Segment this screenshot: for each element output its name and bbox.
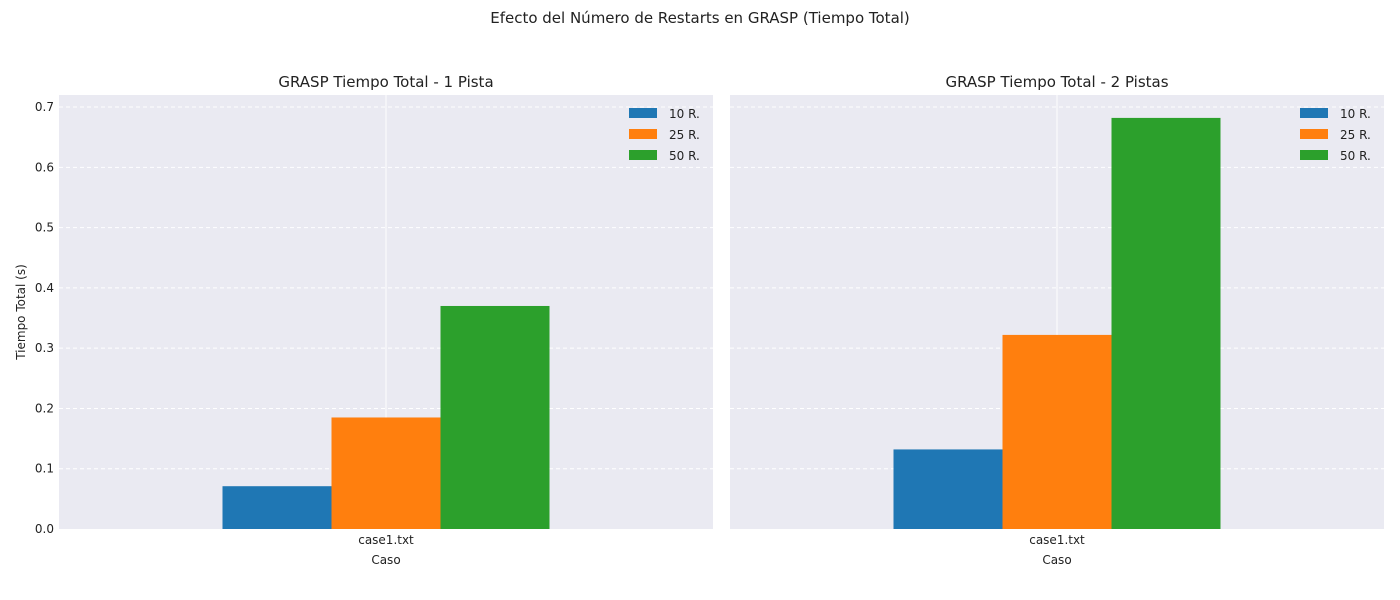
legend-swatch: [629, 108, 657, 118]
legend-label: 10 R.: [1340, 107, 1371, 121]
chart-title: GRASP Tiempo Total - 2 Pistas: [945, 73, 1168, 91]
legend-swatch: [1300, 129, 1328, 139]
x-axis-label: Caso: [371, 553, 400, 567]
y-tick-label: 0.3: [35, 341, 54, 355]
y-axis-label: Tiempo Total (s): [14, 264, 28, 361]
legend-label: 50 R.: [1340, 149, 1371, 163]
bar-10-r-case1-txt: [893, 449, 1003, 529]
bar-50-r-case1-txt: [1111, 117, 1221, 530]
legend-label: 25 R.: [669, 128, 700, 142]
legend-label: 50 R.: [669, 149, 700, 163]
legend-label: 25 R.: [1340, 128, 1371, 142]
y-tick-label: 0.5: [35, 221, 54, 235]
figure-title: Efecto del Número de Restarts en GRASP (…: [490, 9, 910, 27]
bar-25-r-case1-txt: [1002, 334, 1112, 529]
y-tick-label: 0.0: [35, 522, 54, 536]
legend-swatch: [629, 129, 657, 139]
bar-50-r-case1-txt: [440, 305, 550, 529]
y-tick-label: 0.4: [35, 281, 54, 295]
y-tick-label: 0.1: [35, 462, 54, 476]
bar-10-r-case1-txt: [222, 486, 332, 529]
y-tick-label: 0.6: [35, 160, 54, 174]
legend-label: 10 R.: [669, 107, 700, 121]
x-tick-label: case1.txt: [1029, 533, 1085, 547]
x-tick-label: case1.txt: [358, 533, 414, 547]
legend-swatch: [1300, 108, 1328, 118]
chart-panel-1: case1.txt 0.0 0.1 0.2 0.3 0.4 0.5 0.6 0.7 GRASP T…: [14, 73, 713, 567]
bar-25-r-case1-txt: [331, 417, 441, 529]
y-tick-label: 0.2: [35, 401, 54, 415]
x-axis-label: Caso: [1042, 553, 1071, 567]
chart-title: GRASP Tiempo Total - 1 Pista: [278, 73, 493, 91]
legend: 10 R. 25 R. 50 R.: [1300, 107, 1371, 163]
legend: 10 R. 25 R. 50 R.: [629, 107, 700, 163]
legend-swatch: [629, 150, 657, 160]
y-tick-label: 0.7: [35, 100, 54, 114]
chart-panel-2: case1.txt GRASP Tiempo Total - 2 Pistas Ca…: [730, 73, 1384, 567]
legend-swatch: [1300, 150, 1328, 160]
